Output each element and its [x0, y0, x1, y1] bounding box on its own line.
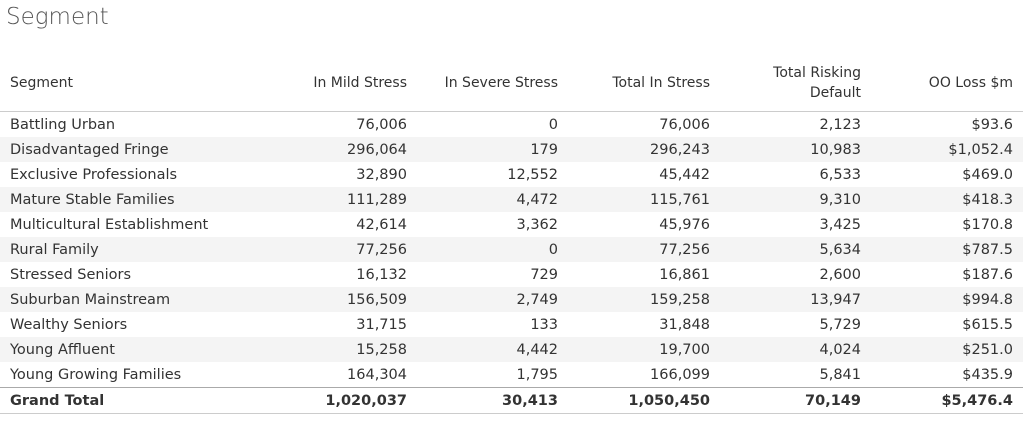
segment-name: Stressed Seniors	[10, 266, 132, 283]
cell-value: 77,256	[260, 237, 417, 262]
cell-value: 77,256	[568, 237, 720, 262]
cell-value: $435.9	[962, 366, 1013, 383]
column-header: Total In Stress	[568, 55, 720, 112]
cell-value: 9,310	[720, 187, 871, 212]
segment-name: Suburban Mainstream	[0, 287, 260, 312]
cell-value: 76,006	[356, 116, 407, 133]
cell-value: $170.8	[962, 216, 1013, 233]
segment-name: Battling Urban	[10, 116, 116, 133]
segment-name: Rural Family	[0, 237, 260, 262]
cell-value: 31,848	[659, 316, 710, 333]
column-header: Segment	[0, 55, 260, 112]
cell-value: 2,749	[417, 287, 568, 312]
segment-name: Disadvantaged Fringe	[0, 137, 260, 162]
cell-value: 76,006	[659, 116, 710, 133]
cell-value: 12,552	[507, 166, 558, 183]
total-label: Grand Total	[0, 387, 260, 414]
table-row: Disadvantaged Fringe 296,064 179 296,243 10,…	[0, 137, 1023, 162]
segment-name: Young Growing Families	[10, 366, 182, 383]
column-header: OO Loss $m	[871, 55, 1023, 112]
cell-value: 1,795	[516, 366, 558, 383]
cell-value: 115,761	[568, 187, 720, 212]
cell-value: 16,861	[659, 266, 710, 283]
cell-value: $93.6	[971, 116, 1013, 133]
cell-value: 296,243	[568, 137, 720, 162]
cell-value: 296,064	[260, 137, 417, 162]
table-row: Young Affluent 15,258 4,442 19,700 4,024 $251…	[0, 337, 1023, 362]
column-header-text: Total Risking Default	[773, 65, 861, 101]
cell-value: $187.6	[962, 266, 1013, 283]
cell-value: 729	[530, 266, 558, 283]
table-row: Mature Stable Families 111,289 4,472 115,76…	[0, 187, 1023, 212]
cell-value: $251.0	[871, 337, 1023, 362]
cell-value: 2,600	[819, 266, 861, 283]
total-value: 1,020,037	[260, 387, 417, 414]
table-row: Young Growing Families 164,304 1,795 166,09…	[0, 362, 1023, 388]
segment-name: Young Affluent	[0, 337, 260, 362]
total-value: 1,050,450	[568, 387, 720, 414]
total-value: 30,413	[417, 387, 568, 414]
cell-value: 6,533	[819, 166, 861, 183]
column-header: In Mild Stress	[260, 55, 417, 112]
column-header: In Severe Stress	[417, 55, 568, 112]
cell-value: 45,976	[659, 216, 710, 233]
cell-value: 10,983	[720, 137, 871, 162]
cell-value: 5,634	[720, 237, 871, 262]
cell-value: 2,123	[819, 116, 861, 133]
cell-value: 164,304	[347, 366, 407, 383]
cell-value: 0	[417, 237, 568, 262]
segment-name: Mature Stable Families	[0, 187, 260, 212]
segment-name: Wealthy Seniors	[10, 316, 128, 333]
data-table: Segment In Mild Stress In Severe Stress Tot…	[0, 55, 1023, 414]
cell-value: 15,258	[260, 337, 417, 362]
cell-value: $469.0	[962, 166, 1013, 183]
segment-name: Multicultural Establishment	[10, 216, 209, 233]
cell-value: 4,442	[417, 337, 568, 362]
table-row: Rural Family 77,256 0 77,256 5,634 $787.5	[0, 237, 1023, 262]
cell-value: 179	[417, 137, 568, 162]
segment-name: Exclusive Professionals	[10, 166, 178, 183]
table-row: Battling Urban 76,006 0 76,006 2,123 $93.6	[0, 112, 1023, 138]
cell-value: $994.8	[871, 287, 1023, 312]
cell-value: $1,052.4	[871, 137, 1023, 162]
table-row: Suburban Mainstream 156,509 2,749 159,258 13…	[0, 287, 1023, 312]
table-body: Battling Urban 76,006 0 76,006 2,123 $93.6 Dis…	[0, 112, 1023, 414]
cell-value: 3,362	[516, 216, 558, 233]
table-row: Stressed Seniors 16,132 729 16,861 2,600 $187…	[0, 262, 1023, 287]
cell-value: 166,099	[650, 366, 710, 383]
cell-value: 5,841	[819, 366, 861, 383]
cell-value: $787.5	[871, 237, 1023, 262]
cell-value: 0	[548, 116, 558, 133]
cell-value: 16,132	[356, 266, 407, 283]
cell-value: 4,024	[720, 337, 871, 362]
cell-value: 159,258	[568, 287, 720, 312]
cell-value: 4,472	[417, 187, 568, 212]
cell-value: $418.3	[871, 187, 1023, 212]
column-header: Total Risking Default	[720, 55, 871, 112]
cell-value: 5,729	[819, 316, 861, 333]
table-row: Wealthy Seniors 31,715 133 31,848 5,729 $615.…	[0, 312, 1023, 337]
cell-value: 19,700	[568, 337, 720, 362]
table-row: Exclusive Professionals 32,890 12,552 45,44…	[0, 162, 1023, 187]
cell-value: 156,509	[260, 287, 417, 312]
cell-value: 31,715	[356, 316, 407, 333]
cell-value: 3,425	[819, 216, 861, 233]
cell-value: 133	[530, 316, 558, 333]
cell-value: $615.5	[962, 316, 1013, 333]
cell-value: 111,289	[260, 187, 417, 212]
header-row: Segment In Mild Stress In Severe Stress Tot…	[0, 55, 1023, 112]
cell-value: 42,614	[356, 216, 407, 233]
cell-value: 45,442	[659, 166, 710, 183]
cell-value: 32,890	[356, 166, 407, 183]
total-value: 70,149	[720, 387, 871, 414]
table-row: Multicultural Establishment 42,614 3,362 45…	[0, 212, 1023, 237]
sheet-title: Segment	[6, 4, 109, 30]
total-value: $5,476.4	[871, 387, 1023, 414]
cell-value: 13,947	[720, 287, 871, 312]
total-row: Grand Total 1,020,037 30,413 1,050,450 70,14…	[0, 387, 1023, 414]
